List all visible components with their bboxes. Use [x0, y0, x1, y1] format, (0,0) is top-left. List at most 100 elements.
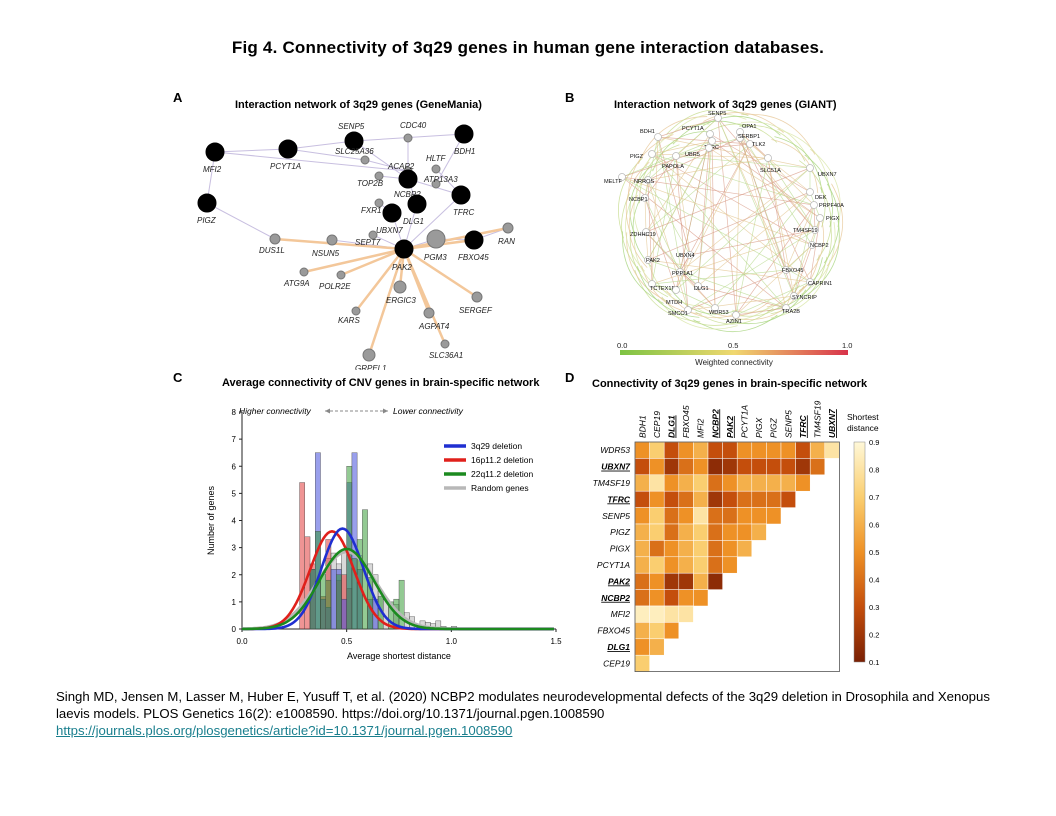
- legend-label: Random genes: [471, 483, 529, 493]
- heatmap-row-label: MFI2: [611, 609, 631, 619]
- giant-network: SENP5PCYT1AOPA1BDH1TFRCSERBP1TLK2PIGZPAP…: [604, 110, 852, 367]
- heatmap-cell: [809, 441, 826, 459]
- heatmap-chart: BDH1 CEP19 DLG1 FBXO45 MFI2 NCBP2 PAK2 PCYT1A PI…: [593, 400, 879, 672]
- heatmap-cell: [649, 474, 665, 492]
- network-node-polr2e: [336, 270, 346, 280]
- heatmap-column-label: PIGZ: [769, 417, 779, 438]
- network-label-hltf: HLTF: [426, 154, 447, 163]
- network-edge: [206, 202, 276, 240]
- network-label-ergic3: ERGIC3: [386, 296, 416, 305]
- x-axis-label: Average shortest distance: [347, 651, 451, 661]
- network-label-ncbp1: NCBP1: [629, 197, 648, 203]
- heatmap-row-label: DLG1: [607, 642, 630, 652]
- network-label-tra2b: TRA2B: [782, 309, 800, 315]
- network-edge: [697, 285, 787, 309]
- network-edge: [364, 159, 409, 172]
- heatmap-cell: [649, 556, 665, 574]
- network-label-nsun5: NSUN5: [312, 249, 340, 258]
- network-node-kars: [351, 306, 361, 316]
- network-label-pigx: PIGX: [826, 216, 840, 222]
- network-edge: [826, 183, 843, 267]
- heatmap-cell: [634, 556, 650, 574]
- network-edge: [644, 155, 677, 199]
- heatmap-cell: [707, 540, 723, 558]
- network-edge: [792, 221, 825, 286]
- heatmap-cell: [693, 523, 709, 541]
- heatmap-cell: [663, 589, 680, 607]
- network-node-meltf: [618, 173, 626, 181]
- heatmap-cell: [795, 458, 811, 476]
- network-node-top2b: [374, 171, 384, 181]
- network-label-pak2: PAK2: [392, 263, 412, 272]
- panel-a-label: A: [173, 90, 183, 105]
- network-edge: [621, 176, 815, 206]
- heatmap-cell: [736, 523, 753, 541]
- network-label-senp5: SENP5: [338, 122, 365, 131]
- heatmap-cell: [649, 507, 665, 525]
- network-edge: [739, 137, 816, 231]
- y-axis-label: Number of genes: [206, 485, 216, 555]
- color-scale-title: Weighted connectivity: [695, 358, 773, 367]
- histogram-bar: [320, 574, 326, 630]
- heatmap-column-label: PAK2: [725, 416, 735, 438]
- network-edge: [675, 155, 689, 311]
- network-label-pigz: PIGZ: [197, 216, 217, 225]
- panel-b-title: Interaction network of 3q29 genes (GIANT…: [614, 99, 837, 111]
- heatmap-cell: [707, 441, 723, 459]
- citation-link[interactable]: https://journals.plos.org/plosgenetics/a…: [56, 723, 513, 738]
- network-node-slc51a: [764, 154, 772, 162]
- heatmap-cell: [678, 441, 694, 459]
- panel-a-title: Interaction network of 3q29 genes (GeneM…: [235, 99, 482, 111]
- network-label-papola: PAPOLA: [662, 164, 684, 170]
- network-label-tm4sf19: TM4SF19: [793, 228, 818, 234]
- network-node-tfrc: [451, 185, 471, 205]
- network-label-pcyt1a: PCYT1A: [270, 162, 301, 171]
- network-label-cdc40: CDC40: [400, 121, 427, 130]
- heatmap-frame: [634, 441, 840, 672]
- network-label-slc51a: SLC51A: [760, 168, 781, 174]
- heatmap-column-label: PIGX: [754, 417, 764, 438]
- network-edge: [708, 143, 751, 149]
- heatmap-cell: [751, 523, 767, 541]
- heatmap-cell: [663, 458, 680, 476]
- genemania-network: SENP5 CDC40 BDH1 MFI2 PCYT1A SLC25A36 HLTF ACAP…: [197, 121, 515, 370]
- network-node-prpf40a: [810, 201, 818, 209]
- network-label-dek: DEK: [815, 195, 827, 201]
- network-edge: [628, 194, 648, 268]
- heatmap-cell: [707, 458, 723, 476]
- color-scale-min: 0.0: [617, 341, 627, 350]
- network-label-zdhhc19: ZDHHC19: [630, 232, 656, 238]
- network-edge: [689, 229, 816, 256]
- network-node-fbxo45: [464, 230, 484, 250]
- network-node-senp5: [714, 114, 722, 122]
- network-edge: [675, 155, 691, 256]
- network-edge: [647, 117, 719, 181]
- heatmap-cell: [707, 474, 723, 492]
- network-label-pgm3: PGM3: [424, 253, 447, 262]
- network-label-tfrc: TFRC: [453, 208, 475, 217]
- heatmap-cell: [809, 458, 826, 476]
- network-node-ncbp2: [398, 169, 418, 189]
- network-edge: [645, 231, 649, 261]
- y-tick-label: 7: [232, 435, 237, 444]
- heatmap-cell: [751, 507, 767, 525]
- network-edge: [717, 117, 787, 271]
- network-edge: [629, 229, 669, 298]
- network-edge: [679, 143, 751, 273]
- legend-label: 3q29 deletion: [471, 441, 522, 451]
- heatmap-cell: [707, 507, 723, 525]
- color-scale-tick: 0.2: [869, 631, 879, 640]
- heatmap-column-label: MFI2: [696, 418, 706, 438]
- network-label-fbxo45: FBXO45: [782, 268, 803, 274]
- color-scale-max: 1.0: [842, 341, 852, 350]
- heatmap-cell: [649, 605, 665, 623]
- network-edge: [647, 191, 811, 261]
- network-edge: [287, 148, 366, 161]
- histogram-bar: [325, 579, 332, 630]
- heatmap-cell: [678, 523, 694, 541]
- network-node-papola: [672, 152, 680, 160]
- network-node-nrros: [644, 176, 652, 184]
- color-scale-tick: 0.8: [869, 466, 879, 475]
- heatmap-cell: [634, 589, 650, 607]
- network-label-ubr5: UBR5: [685, 152, 700, 158]
